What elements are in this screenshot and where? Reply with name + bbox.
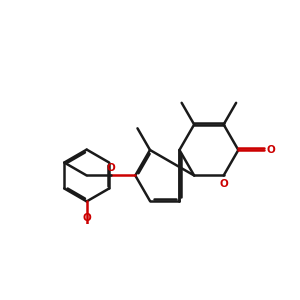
Text: O: O [82,213,91,223]
Text: O: O [267,145,275,155]
Text: O: O [219,179,228,189]
Text: O: O [107,163,116,172]
